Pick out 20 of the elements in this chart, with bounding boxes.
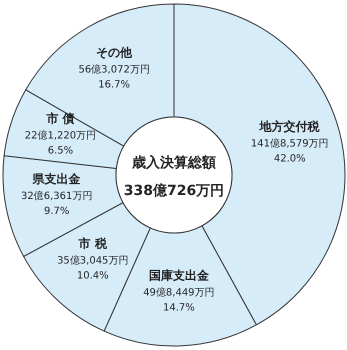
data-label: 14.7%: [162, 302, 195, 314]
text: 32億6,361万円: [21, 190, 92, 202]
text: 22億1,220万円: [24, 130, 96, 142]
slice-label: 市 税: [78, 236, 108, 251]
text: 49億8,449万円: [143, 286, 215, 298]
text: 歳入決算総額: [131, 154, 216, 171]
text: 35億3,045万円: [57, 254, 128, 267]
text: 56億3,072万円: [78, 64, 150, 76]
data-label: 6.5%: [48, 146, 74, 157]
slice-label: 地方交付税: [258, 119, 321, 134]
text: 141億8,579万円: [250, 137, 329, 150]
slice-label: その他: [96, 46, 134, 60]
text: 338億726万円: [124, 182, 224, 199]
slice-label: 市 債: [45, 112, 75, 126]
data-label: 9.7%: [44, 206, 70, 217]
slice-label: 国庫支出金: [148, 268, 210, 282]
data-label: 10.4%: [76, 270, 109, 282]
data-label: 42.0%: [274, 153, 306, 164]
data-label: 16.7%: [98, 80, 130, 91]
slice-label: 県支出金: [32, 172, 82, 186]
